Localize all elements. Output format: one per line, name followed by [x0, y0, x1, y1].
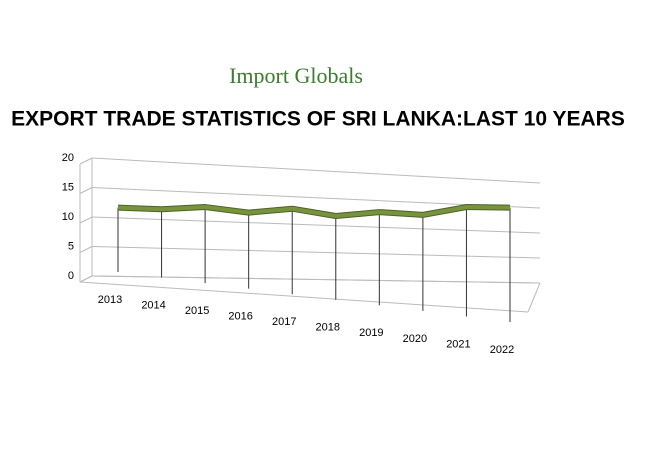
- x-tick-label: 2018: [316, 322, 340, 334]
- grid-line: [79, 246, 93, 253]
- chart-title: EXPORT TRADE STATISTICS OF SRI LANKA:LAS…: [11, 108, 625, 131]
- line: [117, 205, 511, 218]
- x-tick-label: 2016: [228, 311, 252, 323]
- grid-line: [79, 157, 93, 165]
- grid-line: [91, 216, 541, 234]
- x-tick-label: 2020: [403, 333, 427, 345]
- x-tick-label: 2017: [272, 316, 296, 328]
- grid-line: [91, 157, 541, 184]
- y-tick-label: 0: [68, 270, 74, 282]
- grid-line: [91, 246, 541, 259]
- grid-line: [79, 216, 93, 224]
- x-tick-label: 2021: [446, 338, 470, 350]
- y-tick-label: 15: [62, 181, 74, 193]
- logo: Import Globals: [229, 63, 363, 88]
- x-tick-label: 2019: [359, 327, 383, 339]
- y-tick-label: 5: [68, 240, 74, 252]
- grid-line: [79, 187, 93, 194]
- x-tick-label: 2015: [185, 305, 209, 317]
- grid-line: [91, 275, 541, 284]
- x-tick-label: 2022: [490, 344, 514, 356]
- x-tick-label: 2013: [98, 294, 122, 306]
- plot-frame: [79, 158, 541, 313]
- grid-line: [79, 275, 93, 283]
- y-tick-label: 10: [62, 211, 74, 223]
- y-tick-label: 20: [62, 152, 74, 164]
- x-tick-label: 2014: [141, 299, 165, 311]
